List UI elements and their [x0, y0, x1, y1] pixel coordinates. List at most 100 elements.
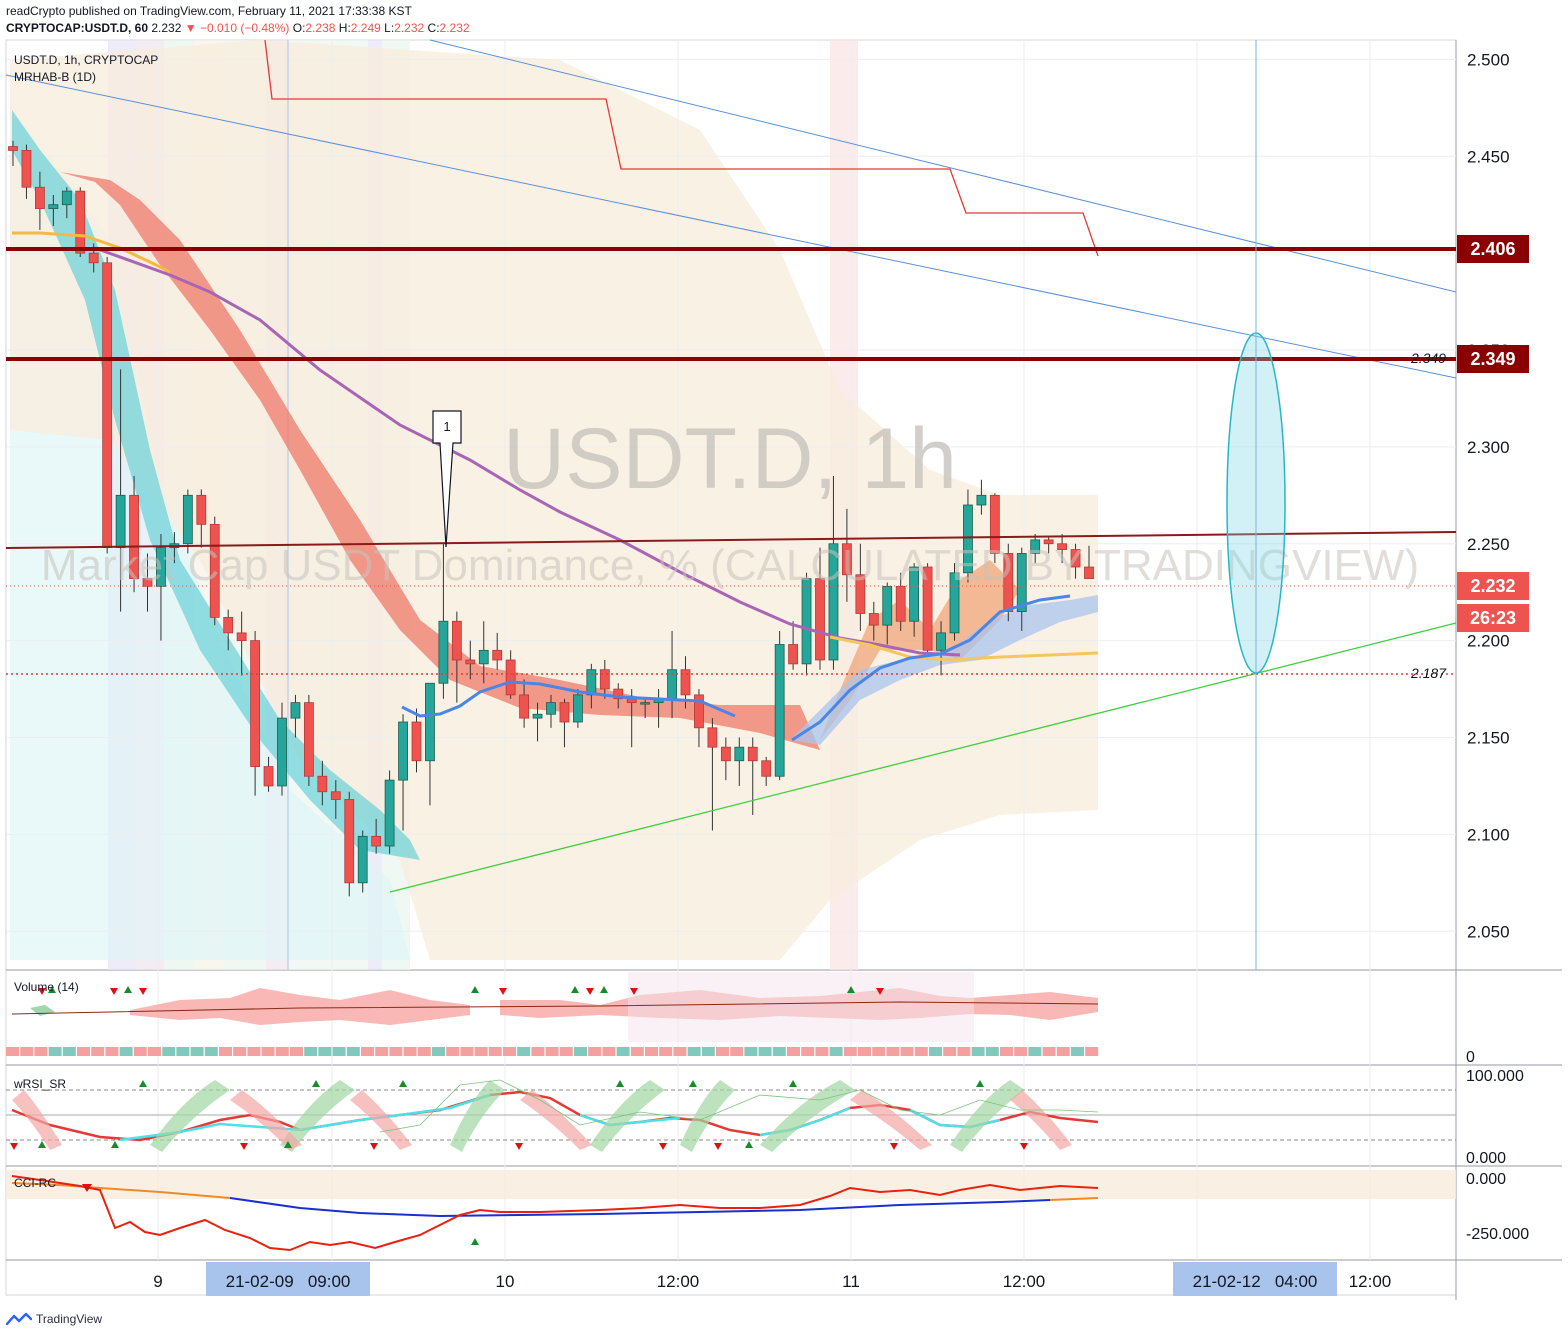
neckline [5, 531, 1457, 549]
volume-signal-10 [630, 988, 638, 995]
candle-body-30 [411, 721, 422, 762]
rsi-ribbon-red-4 [850, 1090, 932, 1150]
candle-body-33 [451, 620, 462, 661]
volume-bar-31 [446, 1047, 460, 1056]
cci-band [6, 1170, 1456, 1199]
callout-marker [432, 410, 462, 548]
rsi-tick-bottom: 0.000 [1466, 1150, 1506, 1167]
volume-bar-50 [716, 1047, 729, 1056]
candle-body-54 [734, 746, 745, 762]
candle-body-15 [209, 523, 220, 618]
volume-bar-16 [233, 1047, 247, 1056]
volume-bar-54 [772, 1047, 786, 1056]
candle-body-65 [882, 585, 893, 626]
candle-body-58 [788, 644, 798, 665]
volume-signal-4 [139, 988, 147, 995]
candle-body-68 [922, 566, 933, 651]
volume-bar-11 [162, 1047, 176, 1056]
rsi-signal-14 [659, 1143, 667, 1150]
rsi-signal-7 [10, 1143, 18, 1150]
l-value: 2.232 [394, 21, 425, 35]
volume-bar-61 [872, 1047, 886, 1056]
volume-bar-26 [375, 1047, 389, 1056]
volume-bar-53 [758, 1047, 772, 1056]
volume-bar-76 [1085, 1047, 1099, 1056]
volume-bar-38 [545, 1047, 559, 1056]
symbol-label: CRYPTOCAP:USDT.D, 60 [6, 21, 149, 35]
candle-body-16 [223, 616, 234, 634]
candle-body-74 [1003, 553, 1014, 612]
rsi-signal-5 [789, 1080, 797, 1087]
volume-signal-1 [38, 988, 46, 995]
candle-body-7 [102, 262, 113, 549]
footer-brand: TradingView [36, 1312, 103, 1326]
volume-bar-51 [730, 1047, 744, 1056]
o-value: 2.238 [305, 21, 336, 35]
rsi-signal-line [379, 1079, 1099, 1133]
rsi-signal-11 [284, 1141, 292, 1148]
volume-bar-19 [275, 1047, 289, 1056]
candle-body-64 [868, 613, 879, 626]
candle-body-46 [626, 698, 637, 704]
volume-bar-67 [957, 1047, 971, 1056]
candle-body-5 [75, 190, 86, 254]
yellow-ma-late [829, 635, 1099, 662]
rsi-ribbon-green-1 [280, 1080, 355, 1152]
candle-body-26 [357, 835, 368, 884]
volume-signal-5 [471, 986, 479, 993]
rsi-signal-10 [240, 1143, 248, 1150]
last-price: 2.232 [151, 21, 182, 35]
badge-r1-bg [1457, 235, 1529, 263]
volume-bar-18 [261, 1047, 275, 1056]
volume-bar-41 [588, 1047, 602, 1056]
time-label-1200b: 12:00 [1003, 1272, 1046, 1291]
candle-body-31 [425, 682, 435, 762]
ribbon-blue-late [790, 595, 1098, 745]
cci-tick-bottom: -250.000 [1466, 1226, 1529, 1243]
callout-label: 1 [443, 419, 450, 434]
volume-bar-45 [645, 1047, 658, 1056]
rsi-ribbon-green-2 [450, 1080, 505, 1152]
y-tick-0: 2.500 [1467, 50, 1510, 69]
price-change: −0.010 (−0.48%) [199, 21, 290, 35]
y-tick-7: 2.150 [1467, 729, 1510, 748]
rsi-signal-4 [689, 1080, 697, 1087]
badge-r2: 2.349 [1470, 349, 1515, 369]
volume-bar-65 [929, 1047, 942, 1056]
volume-bar-74 [1056, 1047, 1070, 1056]
candle-body-61 [828, 543, 839, 661]
cci-signal-down [82, 1184, 92, 1192]
volume-bar-52 [744, 1047, 758, 1056]
time-label-9: 9 [153, 1272, 162, 1291]
badge-last: 2.232 [1470, 576, 1515, 596]
volume-ma [11, 1001, 1099, 1015]
volume-bar-13 [190, 1047, 204, 1056]
volume-bar-46 [659, 1047, 673, 1056]
volume-bar-49 [701, 1047, 715, 1056]
cci-line-red [11, 1175, 1099, 1252]
rsi-signal-8 [38, 1141, 46, 1148]
candle-body-67 [909, 566, 920, 622]
o-label: O: [292, 21, 306, 35]
time-label-1200a: 12:00 [657, 1272, 700, 1291]
volume-signal-12 [876, 988, 884, 995]
volume-shade [628, 972, 974, 1042]
volume-title: Volume (14) [14, 980, 79, 994]
volume-bar-37 [531, 1047, 545, 1056]
trendline-blue-lower [5, 74, 1457, 379]
candle-body-21 [290, 702, 301, 719]
rsi-ribbon-green-3 [590, 1080, 665, 1152]
series-legend: USDT.D, 1h, CRYPTOCAP [14, 53, 158, 67]
volume-bar-17 [247, 1047, 261, 1056]
badge-r2-bg [1457, 345, 1529, 373]
volume-bar-63 [900, 1047, 914, 1056]
candle-body-6 [88, 252, 99, 264]
level-label-lower: 2.187 [1410, 665, 1447, 681]
volume-bar-10 [148, 1047, 161, 1056]
volume-signal-11 [847, 986, 855, 993]
candle-body-3 [48, 204, 59, 209]
volume-bar-33 [474, 1047, 488, 1056]
volume-bar-69 [985, 1047, 999, 1056]
volume-signal-9 [600, 986, 608, 993]
